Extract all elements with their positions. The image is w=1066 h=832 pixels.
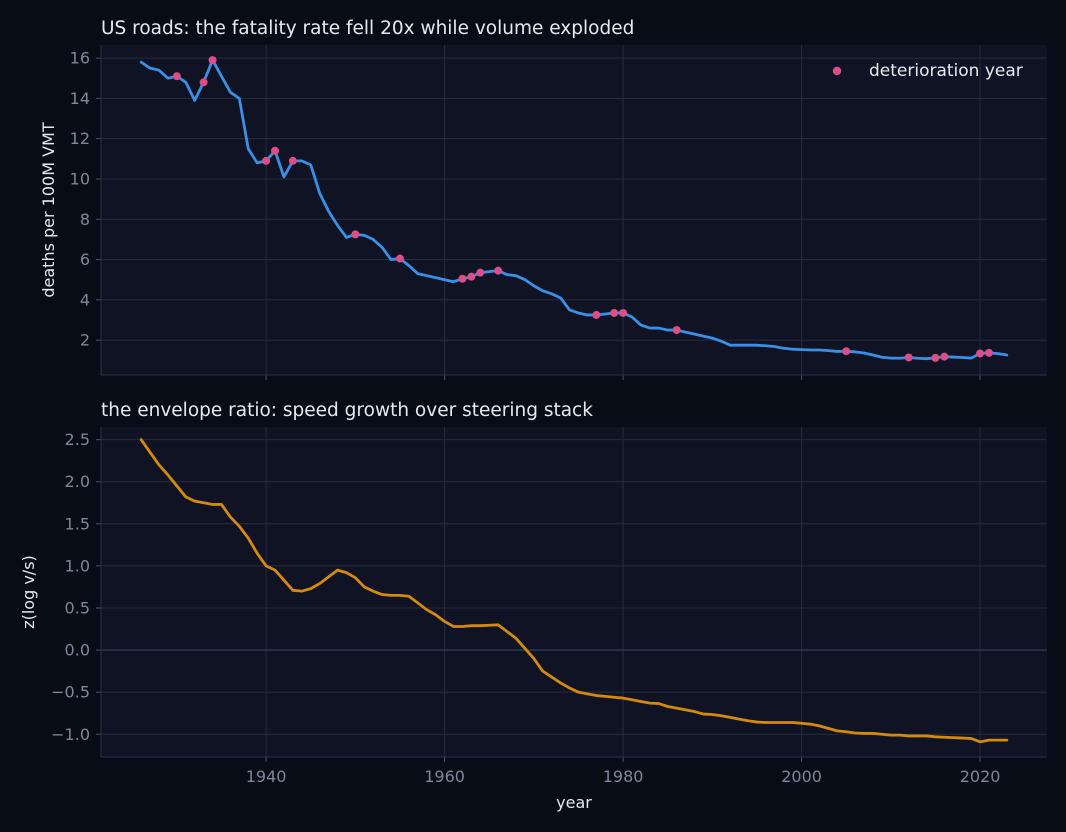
fatality-series xyxy=(139,56,1009,362)
envelope-ticks: 1940 1960 1980 2000 2020 2.5 2.0 1.5 1.0 0.5 0.0 −0… xyxy=(51,427,1047,786)
envelope-y-axis-label: z(log v/s) xyxy=(19,555,38,629)
deterioration-point xyxy=(262,156,271,165)
deterioration-point xyxy=(931,353,940,362)
envelope-plot-area xyxy=(101,427,1047,757)
envelope-y-tick-label: 1.5 xyxy=(65,514,90,533)
legend: deterioration year xyxy=(832,61,1023,81)
envelope-y-tick-label: 2.0 xyxy=(65,472,90,491)
deterioration-point xyxy=(395,254,404,263)
deterioration-point xyxy=(476,268,485,277)
deterioration-point xyxy=(458,274,467,283)
fatality-y-tick-label: 16 xyxy=(70,49,90,68)
deterioration-point xyxy=(592,310,601,319)
fatality-y-tick-label: 2 xyxy=(80,331,90,350)
fatality-rate-line xyxy=(139,58,1009,361)
deterioration-point xyxy=(494,266,503,275)
fatality-ticks: 2 4 6 8 10 12 14 16 xyxy=(70,45,1047,380)
fatality-rate-chart: 2 4 6 8 10 12 14 16 US roads: the fatality rate… xyxy=(39,18,1047,380)
deterioration-point xyxy=(208,56,217,65)
x-tick-label: 1960 xyxy=(424,767,465,786)
x-tick-label: 1940 xyxy=(246,767,287,786)
fatality-y-axis-label: deaths per 100M VMT xyxy=(39,122,58,297)
deterioration-point xyxy=(271,146,280,155)
x-tick-label: 1980 xyxy=(603,767,644,786)
envelope-y-tick-label: 2.5 xyxy=(65,430,90,449)
fatality-y-tick-label: 8 xyxy=(80,210,90,229)
envelope-y-tick-label: −0.5 xyxy=(51,683,90,702)
envelope-y-tick-label: 0.5 xyxy=(65,598,90,617)
fatality-grid xyxy=(101,45,1047,375)
deterioration-point xyxy=(904,353,913,362)
legend-label: deterioration year xyxy=(869,61,1023,81)
fatality-chart-title: US roads: the fatality rate fell 20x whi… xyxy=(101,18,634,39)
deterioration-point xyxy=(842,347,851,356)
envelope-ratio-line xyxy=(139,438,1009,744)
fatality-y-tick-label: 6 xyxy=(80,250,90,269)
envelope-y-tick-label: 1.0 xyxy=(65,556,90,575)
deterioration-point xyxy=(288,156,297,165)
deterioration-point xyxy=(619,308,628,317)
x-axis-label: year xyxy=(556,793,592,812)
deterioration-point xyxy=(351,230,360,239)
envelope-y-tick-label: −1.0 xyxy=(51,725,90,744)
deterioration-point xyxy=(984,348,993,357)
deterioration-point xyxy=(199,78,208,87)
envelope-y-tick-label: 0.0 xyxy=(65,641,90,660)
fatality-y-tick-label: 12 xyxy=(70,129,90,148)
x-tick-label: 2000 xyxy=(781,767,822,786)
deterioration-point xyxy=(172,72,181,81)
deterioration-point xyxy=(610,308,619,317)
deterioration-point xyxy=(672,326,681,335)
fatality-y-tick-label: 4 xyxy=(80,290,90,309)
fatality-y-tick-label: 14 xyxy=(70,89,90,108)
x-tick-label: 2020 xyxy=(960,767,1001,786)
deterioration-point xyxy=(467,272,476,281)
fatality-plot-area xyxy=(101,45,1047,375)
legend-marker xyxy=(832,66,842,76)
deterioration-point xyxy=(940,352,949,361)
envelope-chart-title: the envelope ratio: speed growth over st… xyxy=(101,400,593,421)
deterioration-point xyxy=(976,349,985,358)
envelope-grid xyxy=(101,427,1047,757)
envelope-series xyxy=(139,438,1009,744)
fatality-y-tick-label: 10 xyxy=(70,169,90,188)
envelope-ratio-chart: 1940 1960 1980 2000 2020 2.5 2.0 1.5 1.0 0.5 0.0 −0… xyxy=(19,400,1047,812)
